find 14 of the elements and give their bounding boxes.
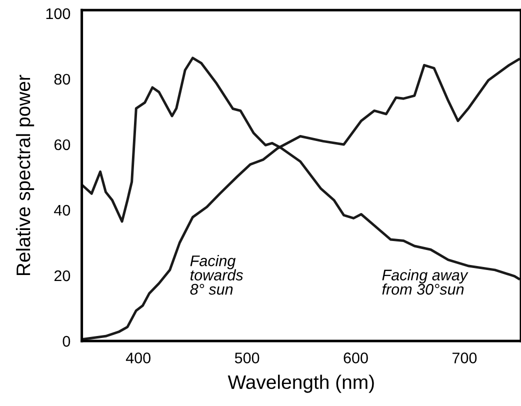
y-tick-label: 20 <box>54 270 70 282</box>
annotation: Facing away from 30°sun <box>382 269 468 295</box>
y-tick-label: 100 <box>46 8 70 20</box>
x-tick-label: 500 <box>234 352 260 364</box>
y-tick-label: 80 <box>54 74 70 85</box>
annotation: Facing towards 8° sun <box>190 255 244 295</box>
y-tick-label: 40 <box>54 204 70 216</box>
x-axis-title: Wavelength (nm) <box>228 374 374 393</box>
y-tick-label: 0 <box>62 336 70 347</box>
y-tick-label: 60 <box>54 139 70 150</box>
x-tick-label: 600 <box>344 352 368 364</box>
x-tick-label: 700 <box>452 352 477 364</box>
x-tick-label: 400 <box>126 352 150 364</box>
y-axis-title: Relative spectral power <box>16 74 34 276</box>
